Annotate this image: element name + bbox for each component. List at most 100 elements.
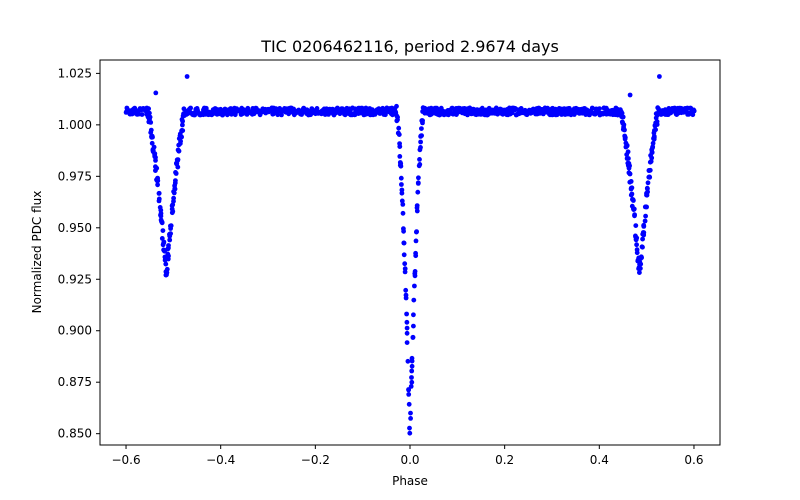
data-point <box>400 202 406 207</box>
data-point <box>690 112 696 118</box>
y-axis-ticks: 0.850 0.875 0.900 0.925 0.950 0.975 1.000 1.025 <box>58 66 100 441</box>
data-point <box>649 155 655 161</box>
x-tick-label: 0.4 <box>590 453 609 467</box>
data-point <box>395 114 400 120</box>
data-point <box>644 204 649 210</box>
plot-frame <box>99 59 721 446</box>
data-point <box>415 189 421 195</box>
data-point <box>566 106 572 111</box>
data-point <box>139 112 145 117</box>
data-point <box>159 236 165 241</box>
data-point <box>394 103 399 109</box>
data-point <box>171 190 177 196</box>
y-tick-label: 0.875 <box>58 375 92 389</box>
data-point <box>165 256 171 262</box>
data-point <box>180 122 185 128</box>
data-point <box>401 252 407 258</box>
data-point <box>410 334 416 340</box>
data-point <box>632 213 637 219</box>
data-point <box>640 244 645 250</box>
y-tick-label: 0.950 <box>58 221 92 235</box>
data-point <box>168 223 174 229</box>
y-tick-label: 0.925 <box>58 272 92 286</box>
data-point <box>155 182 161 188</box>
data-point <box>650 140 656 146</box>
data-point <box>153 90 159 96</box>
y-tick-label: 1.000 <box>58 118 92 132</box>
data-point <box>645 186 650 192</box>
data-point <box>180 128 186 134</box>
data-point <box>638 261 644 267</box>
data-point <box>631 198 636 203</box>
data-point <box>648 159 654 164</box>
data-point <box>650 144 656 150</box>
data-point <box>419 133 424 139</box>
data-point <box>627 163 632 169</box>
data-point <box>158 211 164 216</box>
data-point <box>412 271 418 276</box>
data-point <box>417 157 422 162</box>
data-point <box>618 109 624 115</box>
data-point <box>180 118 186 124</box>
chart-title: TIC 0206462116, period 2.9674 days <box>260 37 559 56</box>
data-point <box>414 203 420 209</box>
data-point <box>399 198 405 204</box>
data-point <box>643 213 648 219</box>
data-point <box>653 127 658 133</box>
data-point <box>419 126 424 131</box>
data-point <box>641 223 647 229</box>
data-point <box>622 136 628 142</box>
data-point <box>149 140 155 146</box>
data-point <box>638 254 644 260</box>
data-point <box>418 145 423 150</box>
data-point <box>407 425 412 431</box>
data-point <box>409 375 414 380</box>
data-point <box>159 220 165 226</box>
data-point <box>179 134 185 140</box>
data-points <box>123 74 697 436</box>
data-point <box>151 144 157 150</box>
data-point <box>170 209 176 214</box>
data-point <box>398 163 404 169</box>
data-point <box>627 171 633 177</box>
data-point <box>148 120 154 125</box>
x-tick-label: 0.6 <box>684 453 703 467</box>
data-point <box>657 74 662 79</box>
data-point <box>620 114 626 120</box>
data-point <box>383 112 388 118</box>
data-point <box>417 162 423 167</box>
data-point <box>401 240 407 246</box>
data-point <box>397 141 402 147</box>
data-point <box>171 198 176 204</box>
data-point <box>146 106 152 112</box>
data-point <box>409 379 415 385</box>
data-point <box>405 358 411 364</box>
data-point <box>642 218 648 224</box>
y-axis-label: Normalized PDC flux <box>30 191 44 314</box>
data-point <box>629 185 635 191</box>
data-point <box>400 210 406 216</box>
data-point <box>396 132 402 138</box>
data-point <box>411 297 417 303</box>
data-point <box>148 127 154 133</box>
x-axis-label: Phase <box>392 474 428 488</box>
data-point <box>172 180 178 186</box>
data-point <box>147 110 152 116</box>
data-point <box>154 165 160 171</box>
data-point <box>184 74 190 79</box>
data-point <box>404 340 410 345</box>
data-point <box>399 182 404 187</box>
data-point <box>465 112 470 118</box>
x-tick-label: −0.4 <box>206 453 235 467</box>
data-point <box>178 138 184 144</box>
data-point <box>649 150 655 155</box>
data-point <box>411 312 416 318</box>
data-point <box>408 416 413 421</box>
data-point <box>413 250 418 256</box>
x-tick-label: 0.0 <box>400 453 419 467</box>
data-point <box>168 231 174 237</box>
data-point <box>166 245 171 251</box>
y-tick-label: 0.975 <box>58 169 92 183</box>
data-point <box>156 191 162 196</box>
data-point <box>420 118 425 124</box>
